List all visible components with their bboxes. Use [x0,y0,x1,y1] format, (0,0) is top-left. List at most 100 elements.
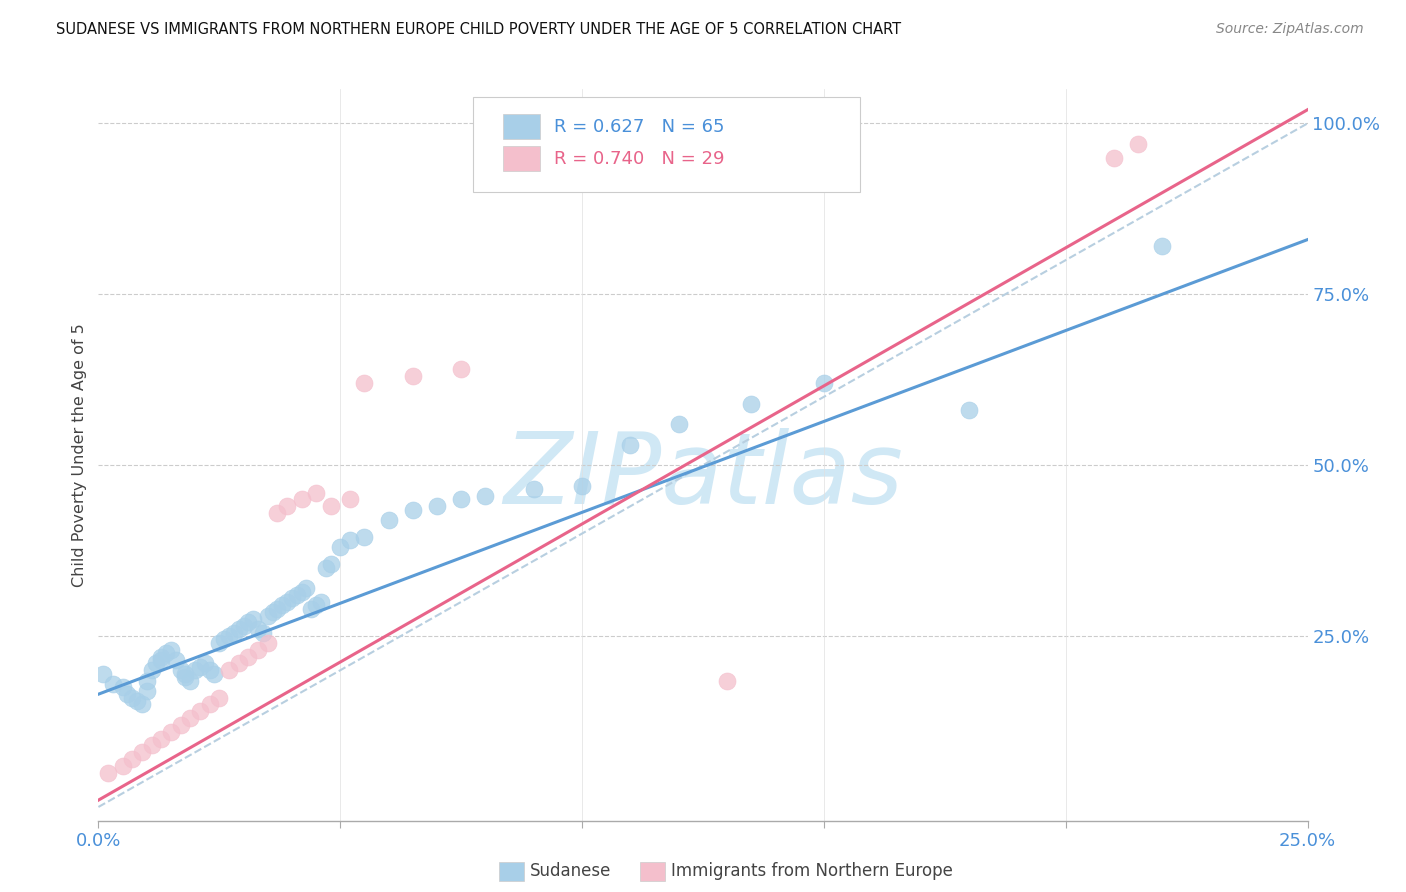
Point [155,646,177,660]
Point [402,502,425,516]
Point [218,629,240,643]
Point [117,687,139,701]
FancyBboxPatch shape [474,96,860,192]
Point [716,673,738,688]
Point [131,698,153,712]
Point [194,657,217,671]
Point [309,595,332,609]
Point [111,759,134,773]
Point [238,615,260,630]
Point [353,376,375,391]
Text: ZIPatlas: ZIPatlas [503,428,903,525]
Point [97,765,120,780]
Point [668,417,690,432]
Point [169,718,191,732]
FancyBboxPatch shape [503,146,540,171]
Point [179,673,201,688]
Point [141,739,163,753]
Point [150,653,173,667]
Point [266,601,288,615]
Point [329,540,352,554]
Point [295,581,318,595]
Point [169,663,191,677]
Point [232,619,254,633]
Point [319,499,342,513]
Point [111,681,134,695]
Point [377,513,399,527]
Point [198,663,221,677]
Point [160,724,183,739]
Point [228,657,250,671]
Point [218,663,240,677]
Point [127,694,149,708]
Point [198,698,221,712]
Point [165,653,187,667]
Point [299,601,322,615]
Point [450,362,472,376]
Point [179,711,201,725]
Point [619,438,641,452]
Point [131,745,153,759]
Point [101,677,124,691]
Point [228,622,250,636]
Point [135,673,157,688]
Point [184,663,207,677]
Point [339,533,361,548]
Point [208,636,231,650]
Text: Source: ZipAtlas.com: Source: ZipAtlas.com [1216,22,1364,37]
FancyBboxPatch shape [503,114,540,139]
Point [319,558,342,572]
Point [402,369,425,384]
Text: Immigrants from Northern Europe: Immigrants from Northern Europe [671,863,952,880]
Point [305,485,328,500]
Point [276,499,298,513]
Point [315,560,337,574]
Point [285,588,308,602]
Point [266,506,288,520]
Point [450,492,472,507]
Point [523,482,546,496]
Point [290,584,312,599]
Point [121,690,143,705]
Point [135,683,157,698]
Point [222,625,245,640]
Point [150,649,173,664]
Point [188,704,211,718]
Point [256,636,278,650]
Text: SUDANESE VS IMMIGRANTS FROM NORTHERN EUROPE CHILD POVERTY UNDER THE AGE OF 5 COR: SUDANESE VS IMMIGRANTS FROM NORTHERN EUR… [56,22,901,37]
Point [426,499,449,513]
Point [305,599,328,613]
Point [141,663,163,677]
Point [247,622,270,636]
Point [150,731,173,746]
Point [271,599,294,613]
Point [174,666,197,681]
Point [208,690,231,705]
Point [256,608,278,623]
Point [204,666,226,681]
Point [242,612,264,626]
Point [252,625,274,640]
Point [188,660,211,674]
Point [290,492,312,507]
Point [813,376,835,391]
Point [262,605,284,619]
Point [740,397,762,411]
Text: Sudanese: Sudanese [530,863,612,880]
Point [1102,151,1125,165]
Point [276,595,298,609]
Point [957,403,980,417]
Y-axis label: Child Poverty Under the Age of 5: Child Poverty Under the Age of 5 [72,323,87,587]
Point [571,478,593,492]
Point [174,670,197,684]
Point [1152,239,1174,253]
Text: R = 0.627   N = 65: R = 0.627 N = 65 [554,118,724,136]
Point [91,666,114,681]
Point [145,657,167,671]
Point [247,642,270,657]
Point [1128,136,1150,151]
Text: R = 0.740   N = 29: R = 0.740 N = 29 [554,150,724,168]
Point [339,492,361,507]
Point [238,649,260,664]
Point [212,632,235,647]
